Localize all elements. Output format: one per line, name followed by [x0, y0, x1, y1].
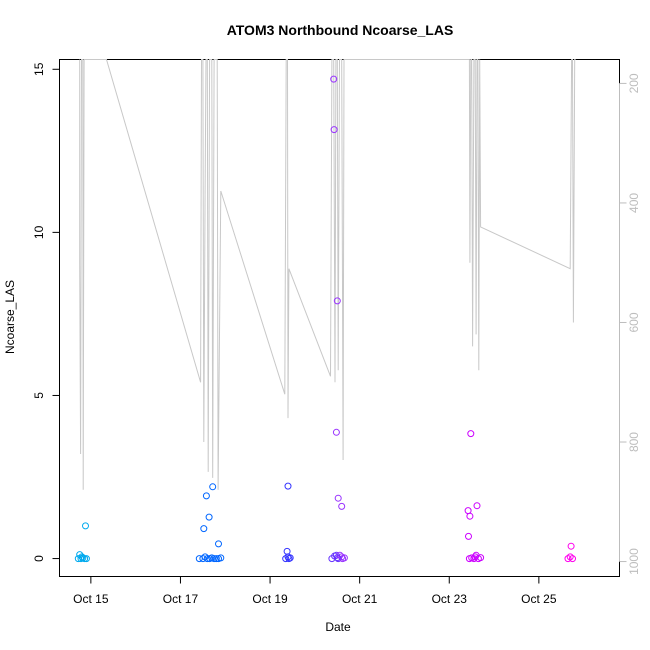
x-tick-label: Oct 17: [163, 592, 199, 606]
x-tick-label: Oct 21: [342, 592, 378, 606]
y2-tick-label: 200: [627, 73, 641, 93]
data-point: [210, 555, 218, 563]
data-point: [567, 542, 575, 550]
x-tick-label: Oct 15: [73, 592, 109, 606]
secondary-line-layer: [79, 59, 576, 490]
data-point: [199, 555, 207, 563]
x-tick-label: Oct 25: [521, 592, 557, 606]
data-point: [82, 522, 89, 530]
data-point: [473, 502, 481, 510]
data-point: [74, 555, 82, 563]
data-point: [209, 483, 217, 491]
y2-tick-label: 1000: [627, 548, 641, 575]
data-point: [333, 297, 341, 305]
data-point: [82, 555, 90, 563]
data-point: [217, 554, 225, 562]
data-point: [467, 430, 475, 438]
y2-tick-label: 400: [627, 193, 641, 213]
data-point: [200, 525, 208, 533]
data-point: [471, 553, 479, 561]
data-point: [330, 126, 338, 134]
y2-tick-label: 800: [627, 432, 641, 452]
x-tick-label: Oct 23: [432, 592, 468, 606]
y-axis-label: Ncoarse_LAS: [3, 280, 17, 354]
data-point: [202, 492, 210, 500]
x-tick-label: Oct 19: [252, 592, 288, 606]
data-point: [332, 428, 340, 436]
chart-title: ATOM3 Northbound Ncoarse_LAS: [227, 22, 454, 38]
data-point: [203, 555, 211, 563]
y-tick-label: 5: [32, 392, 46, 399]
data-point: [333, 554, 341, 562]
points-layer: [74, 75, 576, 563]
data-point: [215, 540, 222, 548]
y2-tick-label: 600: [627, 312, 641, 332]
x-axis-label: Date: [325, 620, 351, 634]
secondary-line-series: [79, 59, 576, 490]
data-point: [564, 555, 572, 563]
data-point: [338, 502, 346, 510]
data-point: [465, 532, 472, 540]
data-point: [286, 554, 294, 562]
y2-axis: 200 400 600 800 1000: [619, 73, 641, 575]
y-tick-label: 10: [32, 225, 46, 239]
data-point: [464, 507, 472, 515]
data-point: [466, 512, 474, 520]
data-point: [284, 482, 292, 490]
data-point: [283, 547, 291, 555]
data-point: [477, 554, 485, 562]
data-point: [340, 554, 348, 562]
data-point: [212, 555, 220, 563]
y-axis: 0 5 10 15: [32, 62, 60, 562]
data-point: [205, 513, 213, 521]
data-point: [201, 553, 209, 561]
y-tick-label: 15: [32, 62, 46, 76]
y-tick-label: 0: [32, 555, 46, 562]
data-point: [334, 494, 342, 502]
data-point: [330, 75, 338, 83]
x-axis: Oct 15 Oct 17 Oct 19 Oct 21 Oct 23 Oct 25: [73, 576, 557, 606]
data-point: [569, 555, 576, 563]
